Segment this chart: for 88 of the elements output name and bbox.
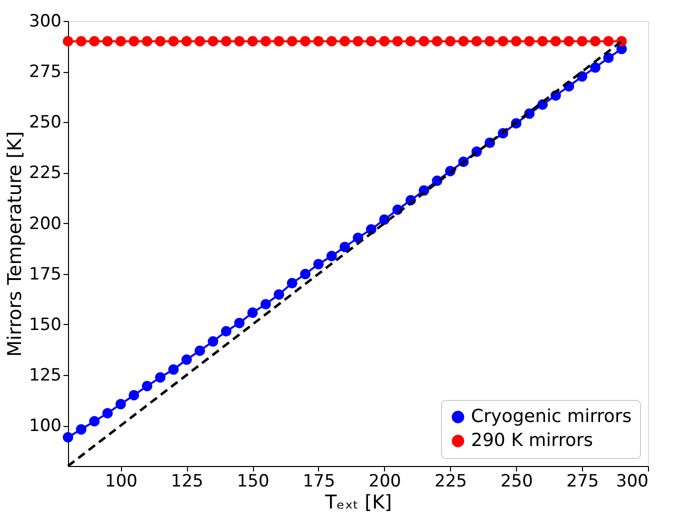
point: [550, 36, 561, 46]
point: [340, 242, 350, 252]
point: [524, 36, 535, 46]
y-axis-title: Mirrors Temperature [K]: [4, 131, 26, 357]
x-tick-label: 125: [170, 472, 204, 492]
point: [89, 416, 100, 427]
point: [484, 36, 496, 46]
point: [418, 36, 430, 46]
point: [181, 354, 192, 365]
point: [115, 36, 126, 46]
point: [340, 36, 350, 46]
point: [220, 36, 232, 46]
point: [194, 36, 206, 46]
point: [286, 36, 298, 46]
point: [128, 36, 140, 46]
point: [458, 36, 469, 46]
x-tick-label: 150: [236, 472, 270, 492]
point: [432, 36, 442, 46]
point: [76, 424, 86, 435]
point: [498, 36, 508, 46]
x-tick-label: 225: [434, 472, 467, 492]
point: [313, 258, 324, 270]
point: [590, 62, 601, 73]
point: [300, 36, 311, 46]
point: [168, 364, 179, 375]
point: [313, 36, 324, 46]
point: [142, 36, 152, 46]
point: [392, 36, 403, 46]
point: [128, 390, 140, 400]
point: [274, 36, 284, 46]
point: [445, 36, 456, 46]
y-tick-label: 200: [29, 214, 62, 234]
point: [603, 52, 614, 64]
point: [260, 36, 271, 46]
point: [379, 36, 390, 46]
point: [326, 250, 337, 262]
point: [181, 36, 192, 46]
y-tick-label: 250: [29, 112, 62, 133]
point: [247, 307, 258, 318]
point: [274, 289, 284, 300]
point: [155, 372, 166, 383]
x-tick-label: 275: [566, 472, 599, 492]
point: [590, 36, 601, 46]
point: [62, 36, 74, 46]
point: [155, 36, 166, 46]
y-tick-label: 300: [29, 12, 62, 32]
point: [89, 36, 100, 46]
point: [208, 336, 218, 347]
point: [366, 36, 376, 46]
point: [102, 408, 113, 418]
point: [194, 345, 206, 356]
y-tick-label: 175: [29, 264, 62, 284]
point: [537, 36, 548, 46]
point: [300, 268, 311, 280]
legend-label: 290 K mirrors: [471, 430, 594, 451]
point: [603, 36, 614, 46]
point: [352, 36, 364, 46]
point: [208, 36, 218, 46]
point: [220, 326, 232, 337]
y-tick-label: 125: [29, 365, 62, 386]
point: [115, 398, 126, 410]
point: [62, 432, 74, 443]
x-axis-title: Tₑₓₜ [K]: [324, 492, 392, 514]
point: [326, 36, 337, 46]
point: [471, 36, 482, 46]
point: [564, 36, 574, 46]
y-tick-label: 100: [29, 416, 62, 436]
point: [576, 36, 588, 46]
x-tick-label: 175: [302, 472, 336, 492]
point: [234, 318, 245, 328]
legend-label: Cryogenic mirrors: [471, 406, 632, 427]
y-tick-label: 150: [29, 314, 62, 335]
point: [76, 36, 86, 46]
point: [286, 278, 298, 288]
point: [168, 36, 179, 46]
y-tick-label: 225: [29, 163, 62, 184]
point: [234, 36, 245, 46]
x-tick-label: 300: [616, 472, 648, 492]
y-tick-label: 275: [29, 62, 62, 82]
point: [405, 36, 416, 46]
point: [260, 298, 271, 310]
point: [102, 36, 113, 46]
x-tick-label: 100: [105, 472, 138, 492]
point: [247, 36, 258, 46]
x-tick-label: 250: [500, 472, 533, 492]
point: [142, 380, 152, 392]
point: [510, 36, 522, 46]
x-tick-label: 200: [368, 472, 402, 492]
